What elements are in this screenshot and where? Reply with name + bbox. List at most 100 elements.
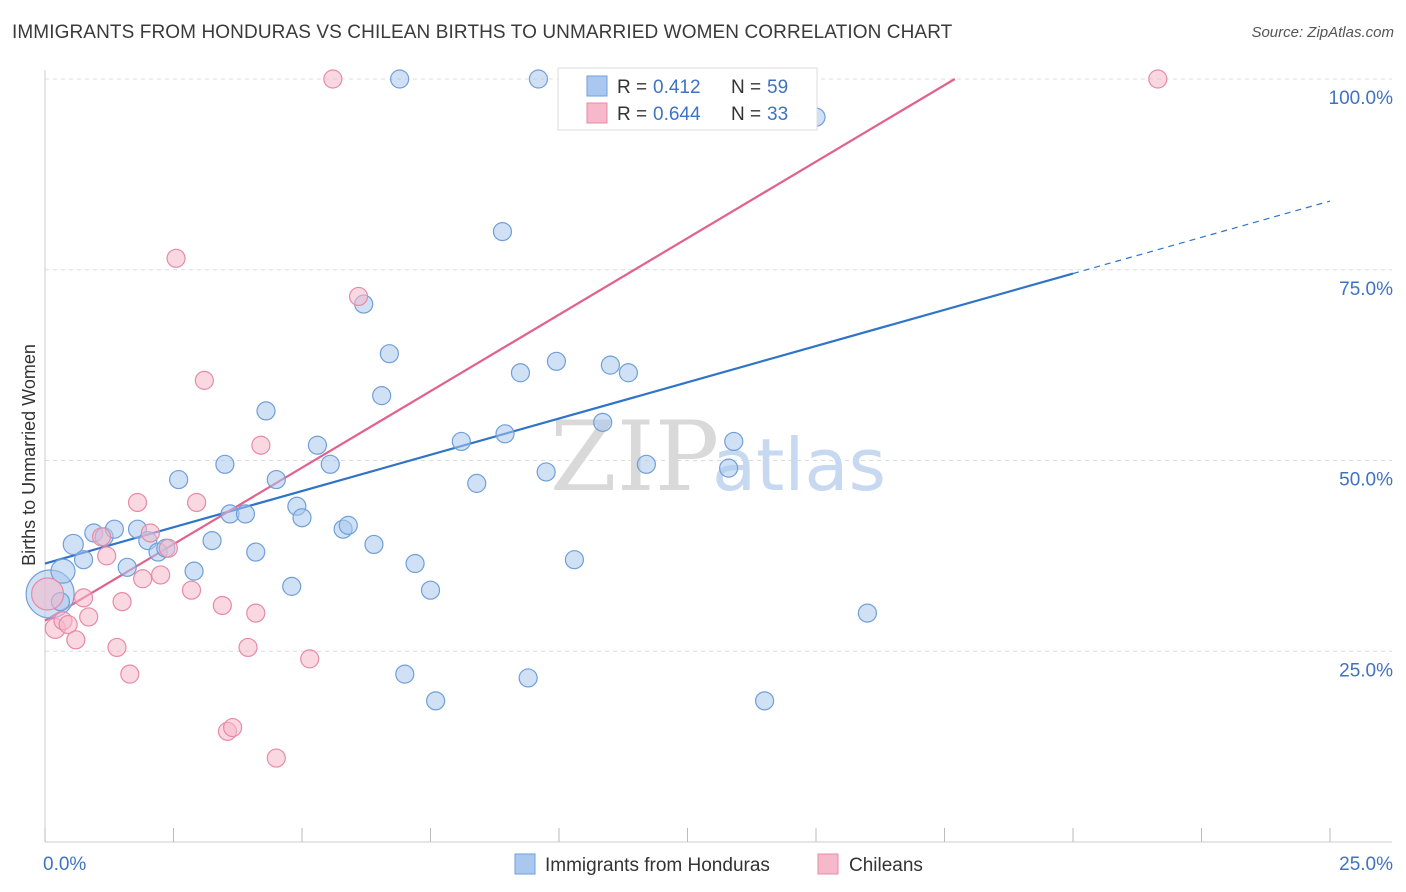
y-tick-label: 75.0% [1339, 279, 1393, 300]
honduras-point [282, 576, 302, 596]
chilean-point [79, 607, 99, 627]
honduras-point [618, 363, 638, 383]
honduras-point [292, 508, 312, 528]
watermark-zip: ZIP [550, 401, 719, 513]
chilean-point [97, 546, 117, 566]
series-legend: Immigrants from Honduras Chileans [514, 853, 923, 876]
x-tick-label: 25.0% [1339, 854, 1393, 875]
legend-r-label: R = [617, 77, 647, 98]
trend-lines [44, 78, 1331, 622]
y-tick-labels: 25.0% 50.0% 75.0% 100.0% [1329, 88, 1394, 681]
honduras-point [546, 351, 567, 371]
chilean-point [166, 248, 186, 268]
legend-label-chileans: Chileans [849, 855, 923, 876]
honduras-point [395, 664, 415, 684]
chilean-point [238, 637, 258, 658]
honduras-point [184, 561, 204, 581]
honduras-point [754, 691, 775, 711]
chilean-point [107, 637, 127, 658]
legend-r-value: 0.412 [653, 77, 701, 98]
honduras-point [719, 458, 739, 478]
honduras-point [724, 431, 744, 452]
chilean-point [266, 748, 286, 768]
honduras-point [857, 603, 878, 623]
honduras-point [320, 454, 340, 474]
chilean-point [187, 492, 207, 513]
legend-n-value: 59 [767, 77, 788, 98]
chilean-point [58, 614, 78, 635]
honduras-point [636, 454, 656, 474]
chilean-point [127, 492, 148, 513]
honduras-point [202, 531, 222, 551]
honduras-point [405, 553, 425, 574]
honduras-point [215, 454, 235, 474]
honduras-point [593, 412, 613, 432]
honduras-point [420, 580, 441, 600]
legend-r-label: R = [617, 104, 647, 125]
honduras-point [338, 515, 358, 535]
legend-label-honduras: Immigrants from Honduras [545, 855, 770, 876]
chilean-point [91, 527, 112, 547]
chilean-point [112, 592, 132, 612]
honduras-point [518, 668, 538, 688]
grid-lines [45, 78, 1392, 652]
honduras-point [169, 469, 189, 490]
honduras-point [246, 542, 266, 562]
legend-swatch-blue [586, 75, 608, 97]
legend-swatch-pink [586, 102, 608, 124]
chilean-point [300, 649, 320, 669]
honduras-point [495, 424, 515, 444]
chilean-point [120, 664, 140, 684]
honduras-point [62, 533, 84, 556]
honduras-point [372, 386, 392, 406]
chilean-point [151, 565, 171, 585]
honduras-point [492, 222, 513, 242]
x-tick-labels: 0.0% 25.0% [43, 854, 1393, 875]
honduras-point [307, 435, 328, 455]
chilean-point [251, 435, 271, 455]
chilean-point [66, 630, 86, 650]
chilean-point [181, 580, 202, 600]
y-tick-label: 100.0% [1329, 88, 1394, 109]
honduras-point [364, 534, 384, 555]
legend-n-label: N = [731, 77, 761, 98]
honduras-point [510, 363, 531, 383]
axes [44, 70, 1392, 843]
honduras-point [266, 469, 286, 490]
honduras-point [600, 355, 621, 375]
chilean-point [246, 603, 266, 623]
chilean-point [30, 577, 65, 611]
honduras-point [451, 431, 471, 452]
chilean-point [194, 370, 214, 390]
legend-n-value: 33 [767, 104, 788, 125]
honduras-point [564, 550, 585, 570]
y-tick-label: 25.0% [1339, 660, 1393, 681]
honduras-point [235, 504, 256, 524]
y-tick-label: 50.0% [1339, 470, 1393, 491]
honduras-point [467, 473, 487, 493]
chilean-point [73, 588, 94, 608]
x-tick-label: 0.0% [43, 854, 86, 875]
legend-swatch-honduras [514, 853, 536, 875]
correlation-legend: R = 0.412 N = 59 R = 0.644 N = 33 [557, 67, 818, 131]
chilean-point [158, 538, 178, 558]
honduras-trend-line [44, 272, 1074, 565]
chart-title: IMMIGRANTS FROM HONDURAS VS CHILEAN BIRT… [12, 22, 953, 43]
legend-r-value: 0.644 [653, 104, 701, 125]
honduras-point [50, 558, 76, 584]
honduras-trend-extension [1072, 200, 1331, 275]
chilean-point [133, 569, 153, 589]
chilean-point [212, 595, 232, 616]
honduras-point [256, 401, 276, 421]
y-axis-label: Births to Unmarried Women [19, 344, 39, 566]
legend-n-label: N = [731, 104, 761, 125]
data-points [25, 69, 1168, 768]
honduras-point [117, 557, 137, 577]
honduras-point [379, 344, 399, 364]
honduras-point [426, 691, 446, 711]
chilean-point [140, 523, 160, 543]
chilean-point [348, 286, 369, 307]
honduras-point [390, 69, 410, 89]
chilean-point [323, 69, 343, 89]
